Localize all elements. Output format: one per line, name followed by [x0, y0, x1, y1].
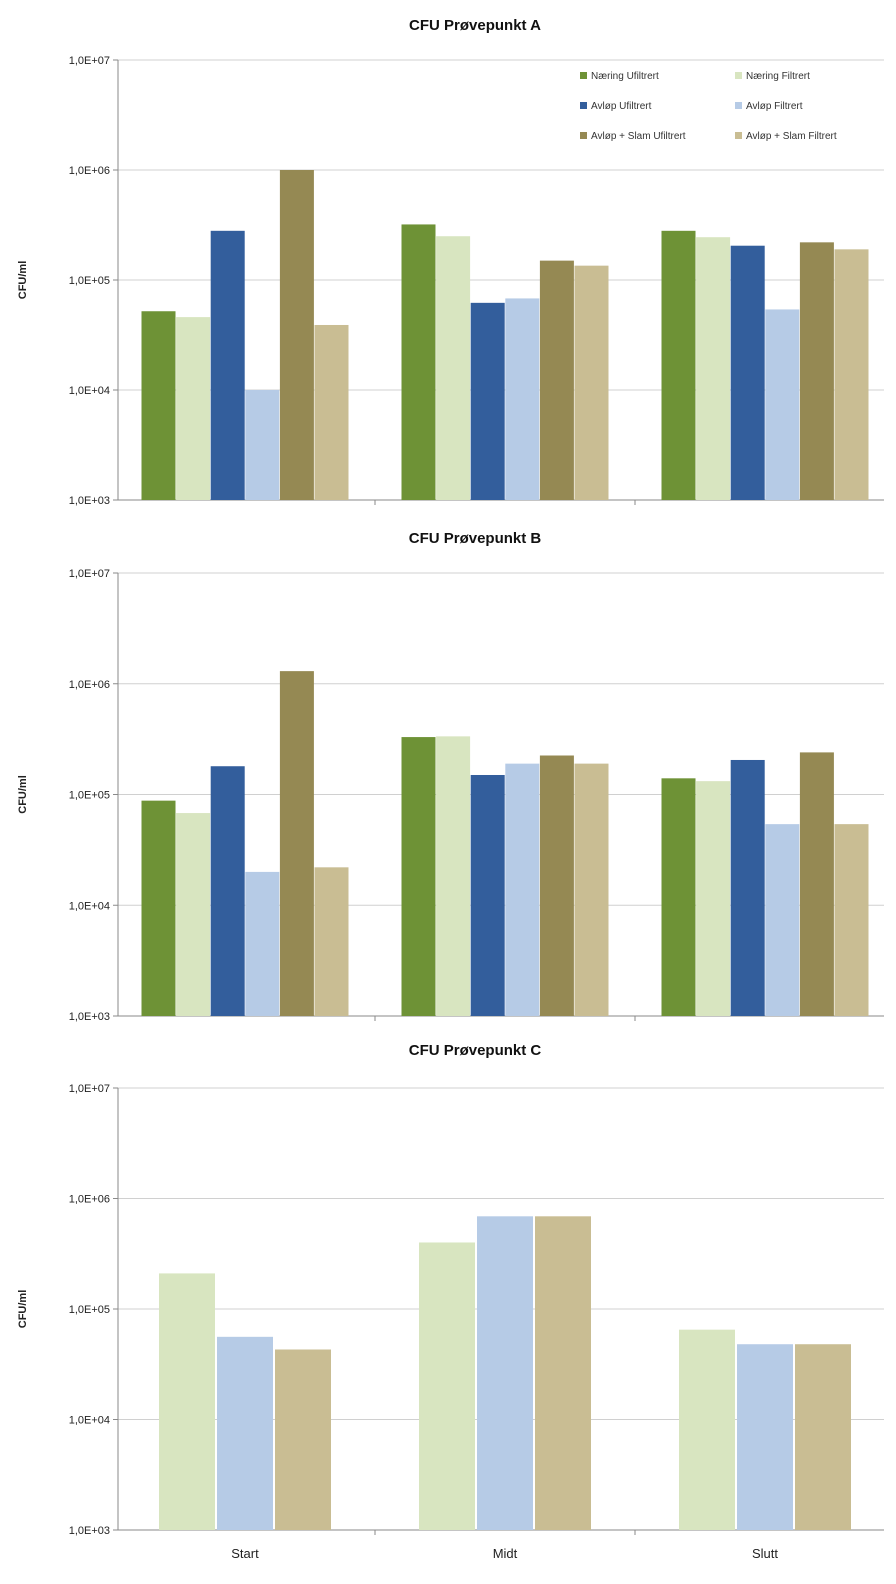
- bar: [834, 249, 869, 500]
- bar: [176, 317, 211, 500]
- bar: [679, 1329, 735, 1530]
- y-tick-label: 1,0E+05: [69, 275, 110, 287]
- bar: [661, 230, 696, 500]
- bar: [730, 245, 765, 500]
- legend-entry: Avløp + Slam Ufiltrert: [591, 131, 686, 142]
- bar: [275, 1349, 331, 1530]
- bar: [210, 766, 245, 1016]
- legend-swatch: [580, 132, 587, 139]
- y-tick-label: 1,0E+07: [69, 1083, 110, 1095]
- bar: [401, 737, 436, 1016]
- y-tick-label: 1,0E+03: [69, 1525, 110, 1537]
- bar: [574, 265, 609, 500]
- chart-title: CFU Prøvepunkt A: [409, 17, 541, 34]
- y-tick-label: 1,0E+04: [69, 1415, 110, 1427]
- y-axis-label: CFU/ml: [17, 775, 29, 814]
- legend-entry: Næring Ufiltrert: [591, 71, 659, 82]
- bar: [477, 1216, 533, 1530]
- bar: [245, 871, 280, 1016]
- bar: [505, 763, 540, 1016]
- y-tick-label: 1,0E+03: [69, 1011, 110, 1023]
- chart-title: CFU Prøvepunkt B: [409, 530, 542, 547]
- bar: [245, 390, 280, 500]
- x-tick-label: Start: [231, 1546, 259, 1561]
- bar: [799, 752, 834, 1016]
- y-tick-label: 1,0E+03: [69, 495, 110, 507]
- bar: [436, 236, 471, 500]
- y-tick-label: 1,0E+07: [69, 568, 110, 580]
- bar: [661, 778, 696, 1016]
- bar: [696, 781, 731, 1016]
- legend-swatch: [580, 72, 587, 79]
- bar: [159, 1273, 215, 1530]
- x-tick-label: Slutt: [752, 1546, 778, 1561]
- bar: [176, 813, 211, 1016]
- bar: [141, 311, 176, 500]
- bar: [279, 170, 314, 500]
- bar: [314, 867, 349, 1016]
- bar: [834, 824, 869, 1016]
- bar: [401, 224, 436, 500]
- bar: [696, 237, 731, 501]
- y-tick-label: 1,0E+05: [69, 790, 110, 802]
- y-axis-label: CFU/ml: [17, 261, 29, 300]
- y-tick-label: 1,0E+06: [69, 679, 110, 691]
- bar: [799, 242, 834, 501]
- bar: [730, 759, 765, 1016]
- bar: [737, 1344, 793, 1530]
- y-tick-label: 1,0E+04: [69, 385, 110, 397]
- y-tick-label: 1,0E+04: [69, 900, 110, 912]
- bar: [505, 298, 540, 500]
- legend-entry: Avløp Filtrert: [746, 101, 803, 112]
- legend-swatch: [735, 132, 742, 139]
- bar: [314, 324, 349, 500]
- bar: [574, 763, 609, 1016]
- y-tick-label: 1,0E+06: [69, 1194, 110, 1206]
- bar: [436, 736, 471, 1016]
- y-tick-label: 1,0E+07: [69, 55, 110, 67]
- y-axis-label: CFU/ml: [17, 1290, 29, 1329]
- bar: [470, 302, 505, 500]
- legend-swatch: [580, 102, 587, 109]
- y-tick-label: 1,0E+06: [69, 165, 110, 177]
- bar: [141, 800, 176, 1016]
- bar: [765, 309, 800, 500]
- bar: [217, 1336, 273, 1530]
- bar: [795, 1344, 851, 1530]
- bar: [279, 671, 314, 1016]
- bar: [419, 1242, 475, 1530]
- y-tick-label: 1,0E+05: [69, 1304, 110, 1316]
- bar: [470, 774, 505, 1016]
- bar: [535, 1216, 591, 1530]
- bar: [765, 824, 800, 1016]
- bar: [210, 230, 245, 500]
- bar: [539, 260, 574, 500]
- x-tick-label: Midt: [493, 1546, 518, 1561]
- chart-title: CFU Prøvepunkt C: [409, 1042, 542, 1059]
- legend-entry: Næring Filtrert: [746, 71, 810, 82]
- legend-swatch: [735, 72, 742, 79]
- legend-entry: Avløp + Slam Filtrert: [746, 131, 837, 142]
- legend-entry: Avløp Ufiltrert: [591, 101, 652, 112]
- bar: [539, 755, 574, 1016]
- legend-swatch: [735, 102, 742, 109]
